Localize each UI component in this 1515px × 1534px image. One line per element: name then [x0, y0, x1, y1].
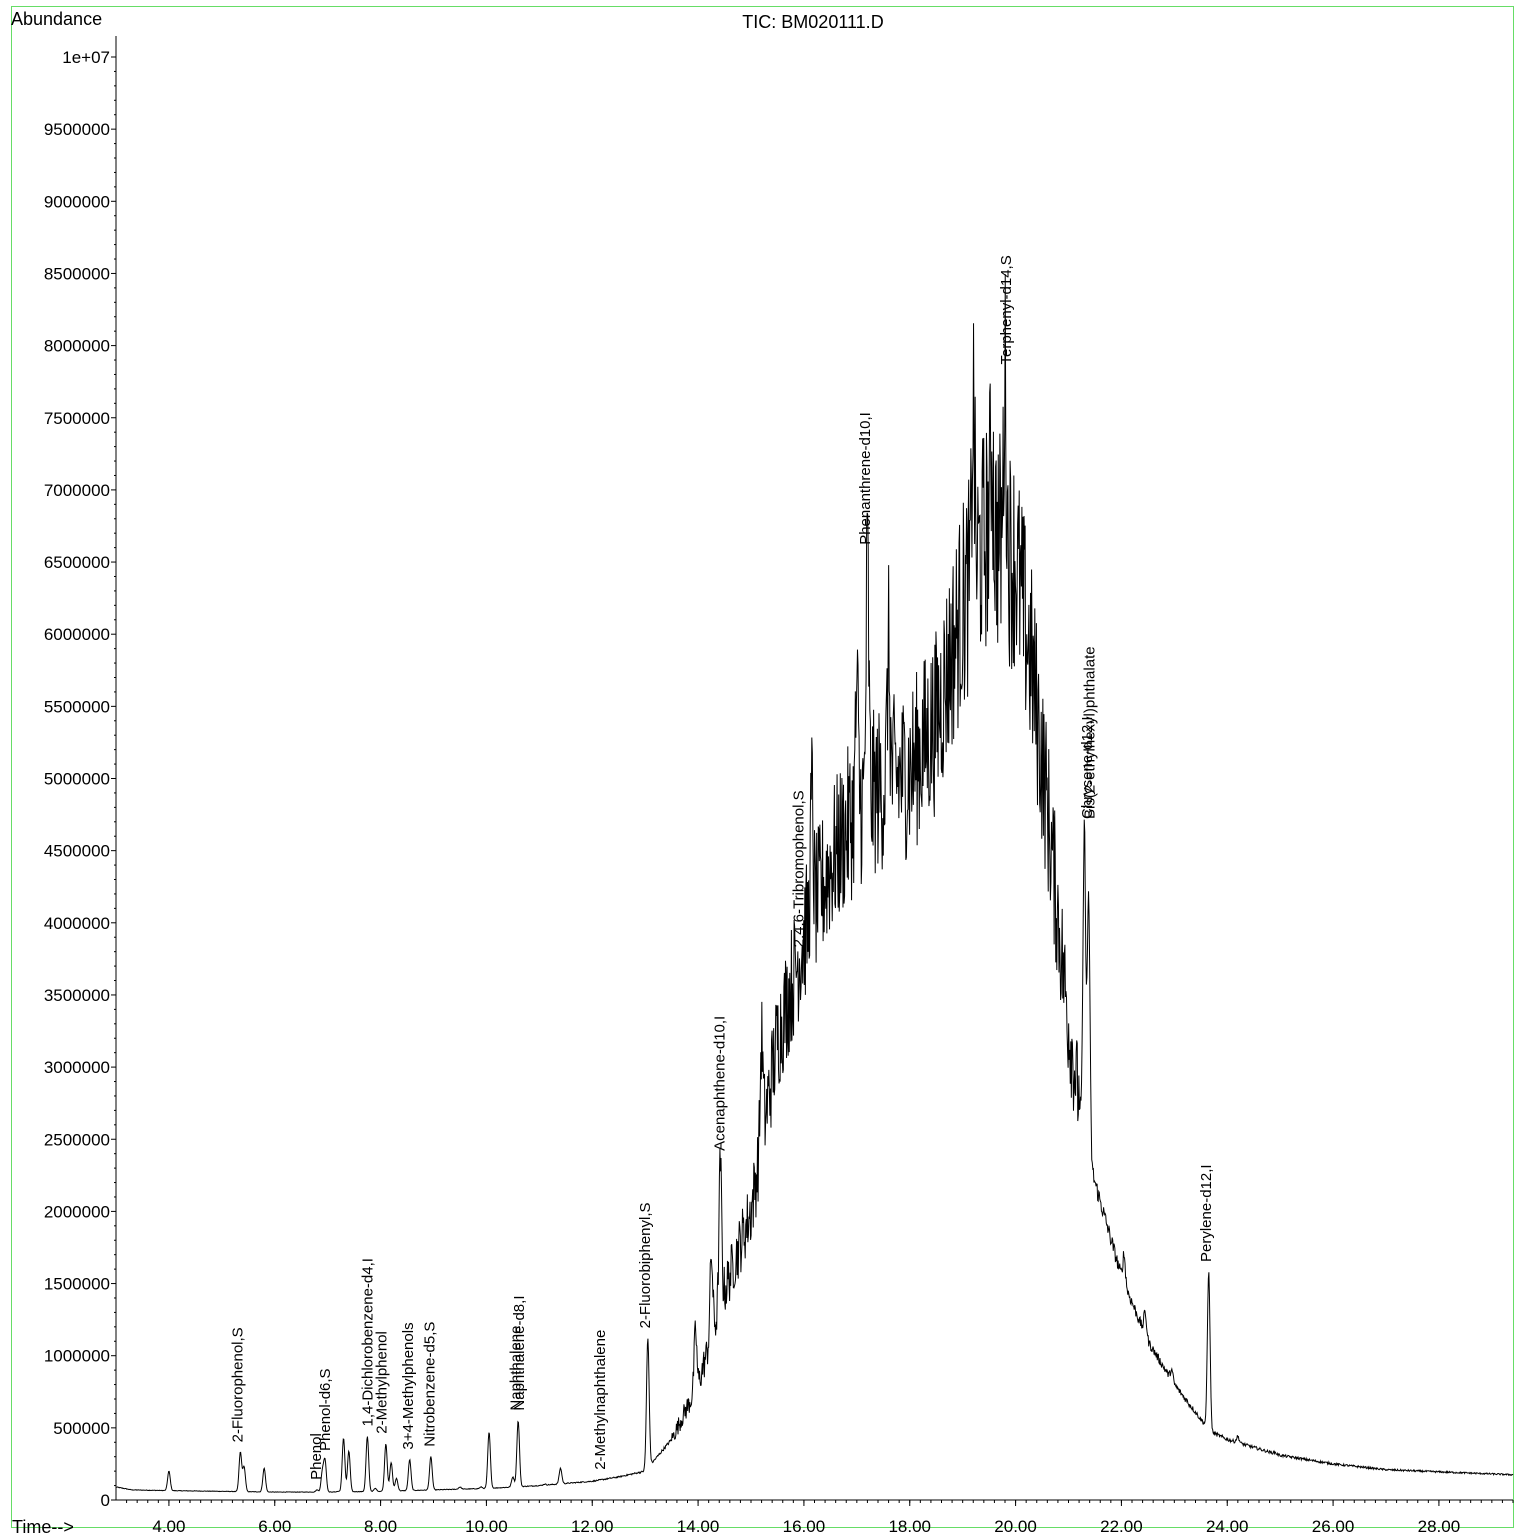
x-axis-label: Time--> [12, 1517, 74, 1534]
peak-annotation: Phenanthrene-d10,I [857, 412, 874, 545]
y-tick-label: 7000000 [44, 481, 110, 500]
x-tick-label: 12.00 [571, 1517, 614, 1534]
y-tick-label: 2000000 [44, 1202, 110, 1221]
x-tick-label: 22.00 [1100, 1517, 1143, 1534]
x-tick-label: 16.00 [783, 1517, 826, 1534]
y-tick-label: 0 [101, 1491, 110, 1510]
y-tick-label: 6000000 [44, 625, 110, 644]
x-tick-label: 18.00 [888, 1517, 931, 1534]
x-tick-label: 14.00 [677, 1517, 720, 1534]
peak-annotation: 1,4-Dichlorobenzene-d4,I [359, 1258, 376, 1426]
y-tick-label: 5500000 [44, 697, 110, 716]
peak-annotation: Perylene-d12,I [1198, 1164, 1215, 1262]
x-tick-label: 6.00 [258, 1517, 291, 1534]
peak-annotation: 3+4-Methylphenols [400, 1322, 417, 1449]
peak-annotation: Terphenyl-d14,S [998, 255, 1015, 364]
peak-annotation: Phenol [308, 1433, 325, 1480]
tic-trace [115, 274, 1514, 1493]
x-tick-label: 4.00 [152, 1517, 185, 1534]
peak-annotation: Nitrobenzene-d5,S [421, 1322, 438, 1447]
x-tick-label: 24.00 [1206, 1517, 1249, 1534]
y-tick-label: 1000000 [44, 1347, 110, 1366]
peak-annotation: Chrysene-d12,I [1079, 716, 1096, 819]
peak-annotation: 2-Methylnaphthalene [592, 1330, 609, 1470]
y-tick-label: 8000000 [44, 337, 110, 356]
peak-annotation: Naphthalene-d8,I [511, 1296, 528, 1411]
peak-annotation: 2-Fluorophenol,S [230, 1327, 247, 1442]
peak-annotation: 2,4,6-Tribromophenol,S [791, 790, 808, 947]
peak-annotation: Phenol-d6,S [317, 1368, 334, 1451]
y-tick-label: 9000000 [44, 192, 110, 211]
y-tick-label: 5000000 [44, 770, 110, 789]
peak-annotation: 2-Fluorobiphenyl,S [637, 1202, 654, 1328]
x-tick-label: 10.00 [465, 1517, 508, 1534]
x-tick-label: 8.00 [364, 1517, 397, 1534]
chart-title: TIC: BM020111.D [742, 12, 883, 32]
y-tick-label: 4500000 [44, 842, 110, 861]
y-tick-label: 3500000 [44, 986, 110, 1005]
peak-annotation: Naphthalene [508, 1326, 525, 1411]
chart-frame [11, 6, 1514, 1528]
y-tick-label: 1e+07 [62, 48, 110, 67]
x-tick-label: 20.00 [994, 1517, 1037, 1534]
y-tick-label: 6500000 [44, 553, 110, 572]
y-tick-label: 3000000 [44, 1058, 110, 1077]
y-tick-label: 1500000 [44, 1275, 110, 1294]
y-axis-label: Abundance [11, 9, 102, 29]
y-tick-label: 2500000 [44, 1130, 110, 1149]
y-tick-label: 4000000 [44, 914, 110, 933]
x-tick-label: 28.00 [1418, 1517, 1461, 1534]
y-tick-label: 500000 [53, 1419, 110, 1438]
y-tick-label: 8500000 [44, 264, 110, 283]
x-tick-label: 26.00 [1312, 1517, 1355, 1534]
y-tick-label: 9500000 [44, 120, 110, 139]
y-tick-label: 7500000 [44, 409, 110, 428]
peak-annotation: Bis(2-ethylhexyl)phthalate [1082, 646, 1099, 819]
peak-annotation: Acenaphthene-d10,I [711, 1016, 728, 1151]
peak-annotation: 2-Methylphenol [374, 1331, 391, 1434]
